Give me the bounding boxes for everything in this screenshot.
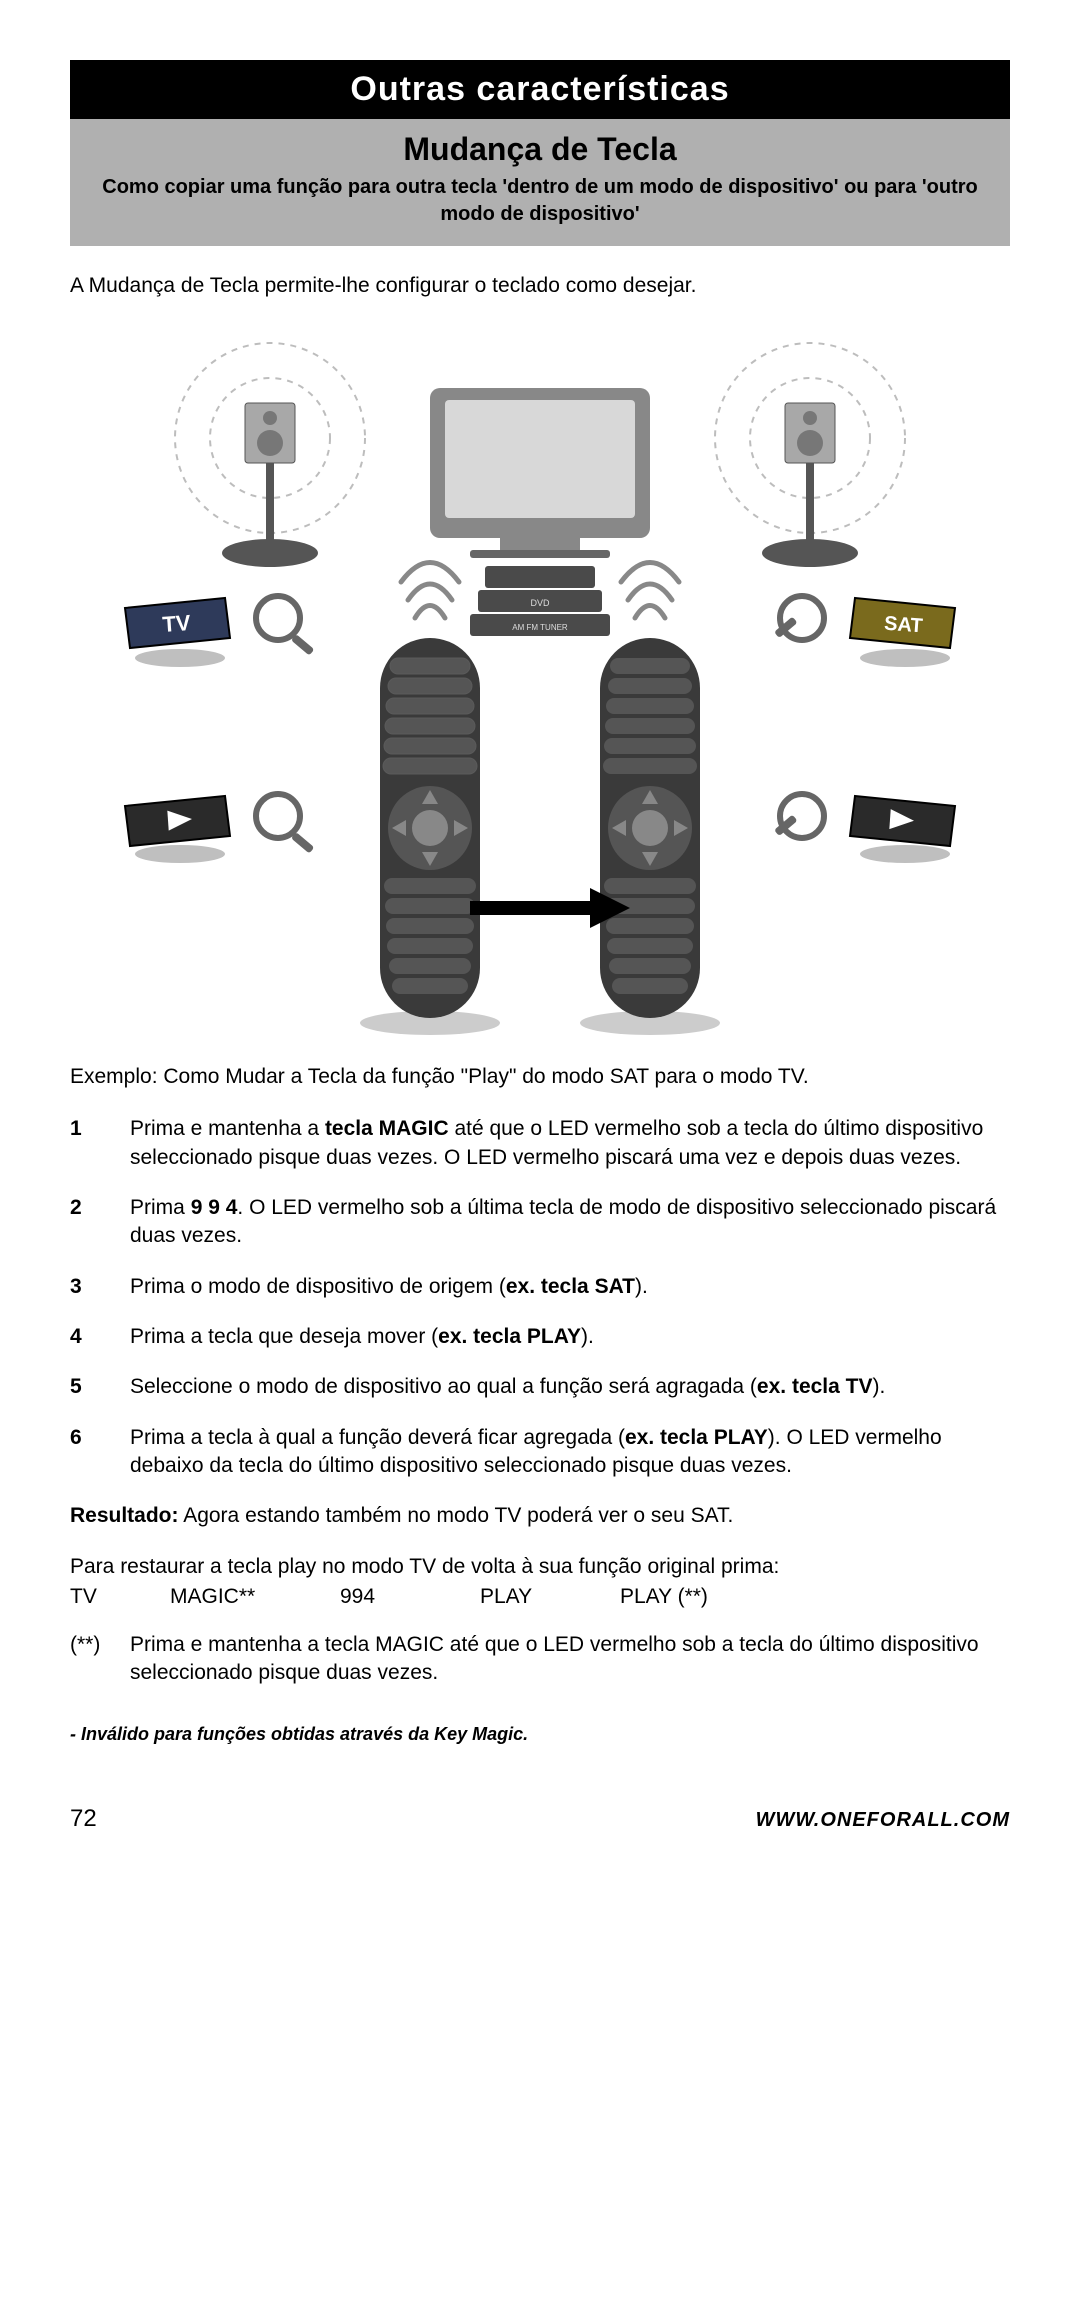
step-number: 4 [70, 1323, 130, 1351]
remote-right-icon [580, 638, 720, 1035]
section-header-gray: Mudança de Tecla Como copiar uma função … [70, 119, 1010, 246]
step-number: 5 [70, 1373, 130, 1401]
diagram: DVD AM FM TUNER TV [70, 318, 1010, 1043]
restore-sequence: TV MAGIC** 994 PLAY PLAY (**) [70, 1585, 1010, 1609]
remote-left-icon [360, 638, 500, 1035]
step-row: 2 Prima 9 9 4. O LED vermelho sob a últi… [70, 1194, 1010, 1251]
step-row: 1 Prima e mantenha a tecla MAGIC até que… [70, 1115, 1010, 1172]
note-row: (**) Prima e mantenha a tecla MAGIC até … [70, 1631, 1010, 1688]
step-text: Prima 9 9 4. O LED vermelho sob a última… [130, 1194, 1010, 1251]
step-row: 6 Prima a tecla à qual a função deverá f… [70, 1424, 1010, 1481]
step-row: 5 Seleccione o modo de dispositivo ao qu… [70, 1373, 1010, 1401]
step-text: Prima e mantenha a tecla MAGIC até que o… [130, 1115, 1010, 1172]
step-number: 6 [70, 1424, 130, 1481]
footer-url: WWW.ONEFORALL.COM [756, 1809, 1010, 1832]
magnifier-br-icon [774, 794, 824, 838]
seq-item: PLAY (**) [620, 1585, 760, 1609]
note-text: Prima e mantenha a tecla MAGIC até que o… [130, 1631, 1010, 1688]
step-text: Prima a tecla à qual a função deverá fic… [130, 1424, 1010, 1481]
intro-text: A Mudança de Tecla permite-lhe configura… [70, 274, 1010, 298]
speaker-left-icon [175, 343, 365, 567]
step-text: Seleccione o modo de dispositivo ao qual… [130, 1373, 1010, 1401]
speaker-right-icon [715, 343, 905, 567]
step-number: 1 [70, 1115, 130, 1172]
seq-item: MAGIC** [170, 1585, 340, 1609]
play-key-right [850, 796, 955, 863]
sat-key-text: SAT [883, 613, 923, 638]
note-symbol: (**) [70, 1631, 130, 1688]
gray-subtitle: Como copiar uma função para outra tecla … [94, 174, 986, 228]
tv-key-label: TV [125, 598, 230, 667]
step-text: Prima o modo de dispositivo de origem (e… [130, 1273, 1010, 1301]
tv-icon [430, 388, 650, 558]
seq-item: TV [70, 1585, 170, 1609]
seq-item: PLAY [480, 1585, 620, 1609]
seq-item: 994 [340, 1585, 480, 1609]
step-text: Prima a tecla que deseja mover (ex. tecl… [130, 1323, 1010, 1351]
section-header-black: Outras características [70, 60, 1010, 119]
svg-text:DVD: DVD [530, 598, 550, 608]
step-number: 3 [70, 1273, 130, 1301]
sat-key-label: SAT [850, 598, 955, 667]
restore-intro: Para restaurar a tecla play no modo TV d… [70, 1553, 1010, 1581]
magnifier-bl-icon [256, 794, 314, 854]
magnifier-tr-icon [774, 596, 824, 640]
result-text: Resultado: Agora estando também no modo … [70, 1502, 1010, 1530]
play-key-left [125, 796, 230, 863]
magnifier-tl-icon [256, 596, 314, 656]
svg-text:AM FM TUNER: AM FM TUNER [512, 623, 568, 632]
step-row: 3 Prima o modo de dispositivo de origem … [70, 1273, 1010, 1301]
page-footer: 72 WWW.ONEFORALL.COM [70, 1795, 1010, 1833]
step-row: 4 Prima a tecla que deseja mover (ex. te… [70, 1323, 1010, 1351]
footnote: - Inválido para funções obtidas através … [70, 1724, 1010, 1745]
component-stack-icon: DVD AM FM TUNER [470, 566, 610, 636]
diagram-svg: DVD AM FM TUNER TV [70, 318, 1010, 1038]
steps-list: 1 Prima e mantenha a tecla MAGIC até que… [70, 1115, 1010, 1480]
gray-title: Mudança de Tecla [94, 131, 986, 168]
example-text: Exemplo: Como Mudar a Tecla da função "P… [70, 1063, 1010, 1091]
tv-key-text: TV [162, 610, 192, 637]
page-number: 72 [70, 1805, 97, 1833]
step-number: 2 [70, 1194, 130, 1251]
